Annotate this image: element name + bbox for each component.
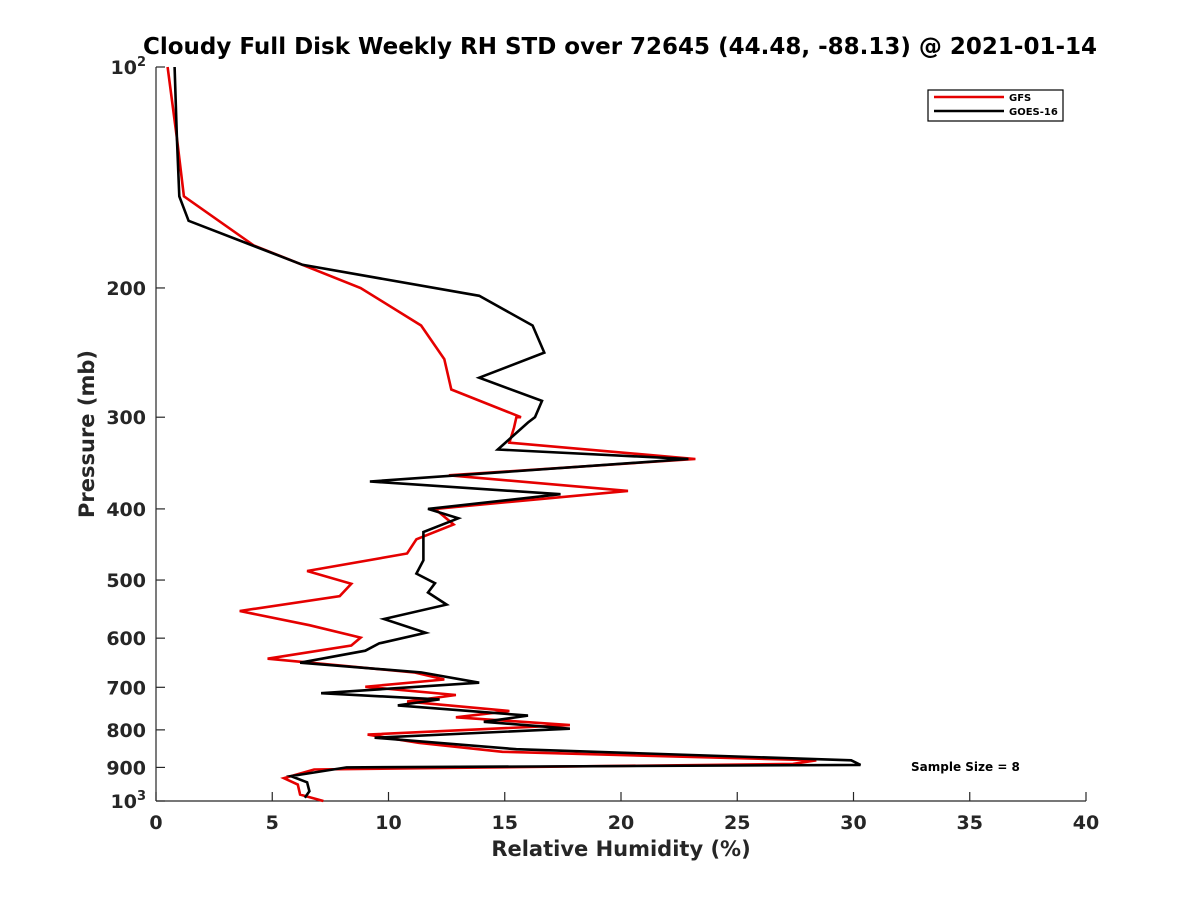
legend-label-goes16: GOES-16 <box>1009 107 1058 118</box>
x-ticks: 0 5 10 15 20 25 30 35 40 <box>149 792 1099 834</box>
series-layer <box>166 66 862 803</box>
y-tick-label: 300 <box>106 407 146 429</box>
x-tick-label: 5 <box>266 812 279 834</box>
sample-size-annotation: Sample Size = 8 <box>911 760 1020 774</box>
y-ticks: 102 200 300 400 500 600 700 800 900 103 <box>106 55 165 813</box>
legend: GFS GOES-16 <box>927 89 1064 122</box>
x-tick-label: 40 <box>1073 812 1099 834</box>
y-tick-label: 800 <box>106 720 146 742</box>
x-tick-label: 25 <box>724 812 750 834</box>
x-tick-label: 15 <box>492 812 518 834</box>
axes-frame <box>155 67 1086 802</box>
y-tick-label: 500 <box>106 570 146 592</box>
x-tick-label: 10 <box>375 812 401 834</box>
y-tick-label: 700 <box>106 677 146 699</box>
y-tick-label: 103 <box>111 789 147 813</box>
series-line-gfs <box>166 66 817 803</box>
legend-label-gfs: GFS <box>1009 93 1031 104</box>
y-tick-label: 200 <box>106 278 146 300</box>
y-tick-label: 900 <box>106 757 146 779</box>
y-tick-label: 102 <box>111 55 147 79</box>
x-tick-label: 0 <box>149 812 162 834</box>
legend-box <box>927 89 1064 122</box>
y-tick-label: 400 <box>106 499 146 521</box>
y-tick-label: 600 <box>106 628 146 650</box>
x-tick-label: 35 <box>957 812 983 834</box>
y-axis-label: Pressure (mb) <box>75 350 99 518</box>
x-tick-label: 20 <box>608 812 634 834</box>
chart-title: Cloudy Full Disk Weekly RH STD over 7264… <box>143 34 1097 60</box>
series-line-goes16 <box>173 66 862 799</box>
x-tick-label: 30 <box>840 812 866 834</box>
x-axis-label: Relative Humidity (%) <box>491 837 750 861</box>
